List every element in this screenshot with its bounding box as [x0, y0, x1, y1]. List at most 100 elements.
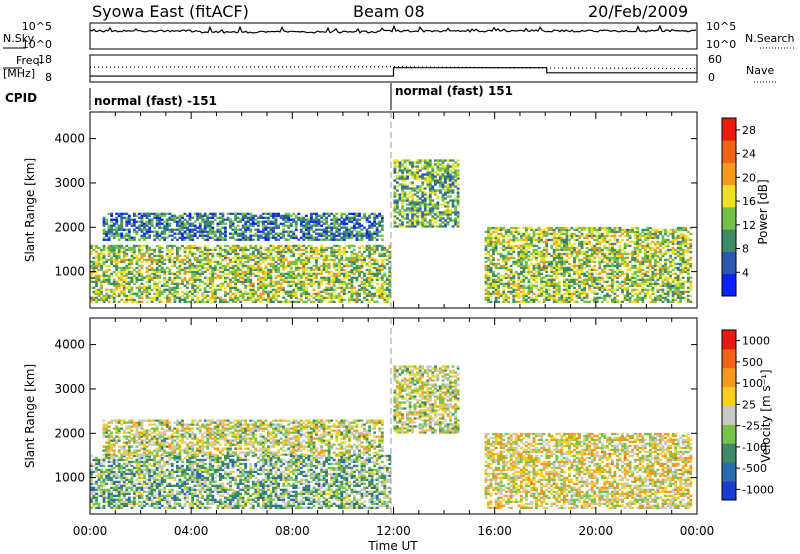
power-echo-cell: [489, 226, 493, 230]
power-echo-cell: [178, 222, 182, 225]
power-echo-cell: [322, 232, 326, 235]
power-echo-cell: [436, 165, 440, 168]
power-echo-cell: [176, 258, 179, 262]
power-echo-cell: [497, 272, 500, 275]
power-echo-cell: [115, 218, 119, 221]
power-echo-cell: [125, 274, 129, 277]
power-echo-cell: [411, 225, 414, 228]
power-echo-cell: [580, 246, 584, 250]
power-echo-cell: [608, 238, 612, 242]
power-echo-cell: [618, 230, 622, 234]
power-echo-cell: [454, 197, 457, 200]
power-echo-cell: [229, 224, 232, 227]
power-echo-cell: [484, 246, 488, 250]
power-echo-cell: [492, 272, 495, 275]
power-echo-cell: [565, 286, 569, 289]
power-echo-cell: [398, 209, 402, 212]
power-echo-cell: [310, 280, 313, 283]
power-echo-cell: [211, 236, 215, 239]
power-echo-cell: [117, 254, 121, 258]
power-echo-cell: [158, 222, 162, 225]
power-echo-cell: [509, 226, 513, 230]
power-echo-cell: [449, 219, 452, 222]
power-echo-cell: [277, 286, 280, 289]
power-echo-cell: [224, 286, 227, 289]
power-echo-cell: [267, 220, 270, 223]
power-echo-cell: [502, 226, 506, 230]
power-echo-cell: [208, 262, 212, 266]
power-echo-cell: [484, 248, 488, 252]
power-echo-cell: [345, 228, 349, 231]
power-echo-cell: [363, 246, 366, 250]
power-echo-cell: [598, 260, 602, 264]
power-echo-cell: [401, 223, 404, 226]
power-echo-cell: [307, 234, 311, 237]
power-echo-cell: [406, 221, 409, 224]
power-echo-cell: [451, 203, 455, 206]
power-echo-cell: [418, 185, 422, 188]
power-echo-cell: [213, 230, 217, 233]
power-echo-cell: [618, 286, 622, 289]
power-echo-cell: [183, 236, 187, 239]
power-echo-cell: [315, 246, 318, 250]
power-echo-cell: [206, 246, 210, 250]
power-echo-cell: [264, 238, 268, 241]
power-echo-cell: [380, 292, 384, 295]
power-echo-cell: [537, 240, 541, 244]
power-echo-cell: [348, 244, 351, 248]
power-echo-cell: [355, 236, 359, 239]
power-echo-cell: [299, 294, 303, 297]
power-echo-cell: [234, 272, 237, 275]
power-echo-cell: [368, 250, 371, 254]
power-echo-cell: [196, 298, 199, 301]
power-echo-cell: [388, 244, 392, 248]
power-echo-cell: [514, 244, 518, 248]
power-echo-cell: [150, 218, 154, 221]
power-echo-cell: [208, 296, 212, 299]
power-echo-cell: [509, 286, 513, 289]
power-echo-cell: [170, 294, 174, 297]
power-echo-cell: [269, 284, 273, 287]
power-echo-cell: [234, 270, 237, 274]
power-echo-cell: [444, 223, 447, 226]
power-echo-cell: [246, 256, 250, 260]
power-echo-cell: [408, 203, 412, 206]
power-echo-cell: [259, 278, 263, 281]
power-echo-cell: [365, 284, 369, 287]
power-echo-cell: [262, 286, 265, 289]
power-echo-cell: [441, 217, 445, 220]
power-echo-cell: [155, 266, 159, 270]
power-echo-cell: [616, 262, 619, 266]
power-echo-cell: [259, 266, 263, 270]
power-echo-cell: [355, 214, 359, 217]
power-echo-cell: [527, 256, 531, 260]
power-echo-cell: [444, 189, 447, 192]
power-echo-cell: [330, 286, 334, 289]
power-echo-cell: [525, 236, 528, 240]
power-echo-cell: [522, 292, 526, 295]
power-echo-cell: [206, 218, 210, 221]
power-echo-cell: [434, 179, 437, 182]
power-echo-cell: [229, 252, 232, 256]
power-echo-cell: [231, 256, 235, 260]
power-echo-cell: [413, 219, 417, 222]
power-echo-cell: [557, 234, 561, 238]
power-echo-cell: [297, 246, 301, 250]
power-echo-cell: [487, 244, 490, 248]
power-echo-cell: [345, 226, 349, 229]
power-echo-cell: [127, 270, 131, 274]
power-echo-cell: [188, 222, 192, 225]
power-echo-cell: [150, 248, 154, 252]
power-echo-cell: [279, 262, 283, 266]
power-echo-cell: [193, 270, 197, 274]
power-echo-cell: [186, 222, 189, 225]
power-echo-cell: [545, 264, 549, 268]
power-echo-cell: [181, 234, 184, 237]
power-echo-cell: [249, 228, 253, 231]
power-echo-cell: [158, 252, 162, 256]
power-echo-cell: [330, 246, 334, 250]
power-echo-cell: [191, 272, 194, 275]
power-echo-cell: [365, 244, 369, 248]
power-echo-cell: [537, 226, 541, 230]
power-echo-cell: [603, 246, 607, 250]
